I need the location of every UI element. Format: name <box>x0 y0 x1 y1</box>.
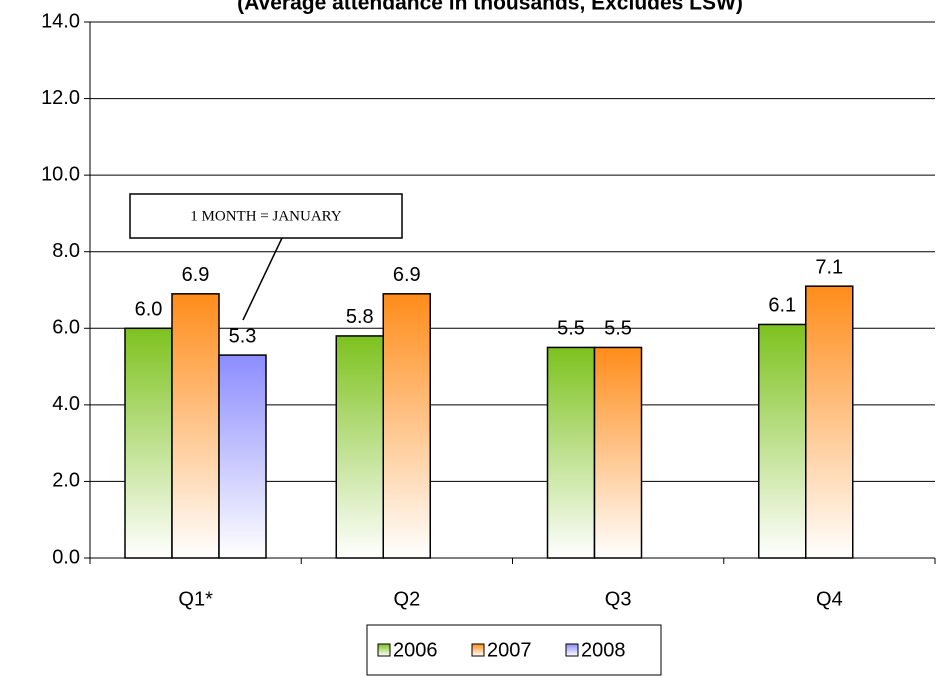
annotation-box <box>129 193 403 239</box>
legend-label: 2006 <box>393 639 438 661</box>
chart-title: (Average attendance in thousands, Exclud… <box>237 0 743 15</box>
data-label: 5.5 <box>557 318 585 340</box>
y-tick-label: 2.0 <box>52 470 80 492</box>
legend-swatch <box>565 643 579 657</box>
data-label: 5.8 <box>346 306 374 328</box>
y-tick-label: 4.0 <box>52 393 80 415</box>
legend-swatch <box>471 643 485 657</box>
bar <box>171 293 220 559</box>
y-tick-label: 14.0 <box>41 10 80 32</box>
data-label: 5.5 <box>604 318 632 340</box>
y-tick-label: 6.0 <box>52 317 80 339</box>
data-label: 7.1 <box>815 256 843 278</box>
bar <box>758 323 807 559</box>
bar <box>805 285 854 559</box>
annotation-line <box>242 237 283 321</box>
x-tick-label: Q4 <box>816 588 843 610</box>
x-tick-label: Q3 <box>605 588 632 610</box>
y-tick-label: 10.0 <box>41 163 80 185</box>
data-label: 5.3 <box>229 325 257 347</box>
data-label: 6.1 <box>768 295 796 317</box>
bar <box>546 346 596 559</box>
bar <box>593 346 643 559</box>
bar <box>218 354 267 559</box>
x-tick-label: Q1* <box>178 588 213 610</box>
legend-box <box>366 624 662 676</box>
bar <box>124 327 173 559</box>
data-label: 6.9 <box>393 264 421 286</box>
legend-label: 2007 <box>487 639 532 661</box>
legend-label: 2008 <box>581 639 626 661</box>
y-tick-label: 12.0 <box>41 87 80 109</box>
x-tick-label: Q2 <box>394 588 421 610</box>
bar <box>382 293 431 559</box>
y-tick-label: 8.0 <box>52 240 80 262</box>
annotation: 1 MONTH = JANUARY <box>190 208 342 224</box>
legend-swatch <box>377 643 391 657</box>
bar <box>335 335 384 559</box>
data-label: 6.0 <box>135 299 163 321</box>
data-label: 6.9 <box>182 264 210 286</box>
y-tick-label: 0.0 <box>52 546 80 568</box>
